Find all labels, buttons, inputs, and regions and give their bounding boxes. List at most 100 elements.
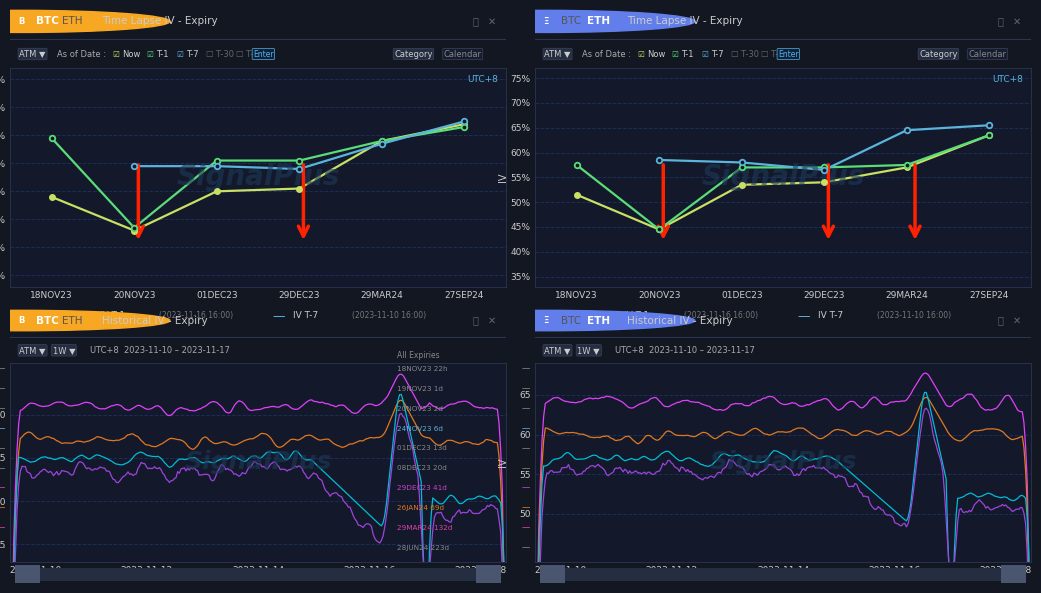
- Text: ETH: ETH: [62, 315, 83, 326]
- Text: Now: Now: [646, 49, 665, 59]
- Text: 29MAR24 132d: 29MAR24 132d: [397, 525, 452, 531]
- Text: 1W ▼: 1W ▼: [578, 346, 600, 355]
- Text: —: —: [16, 311, 28, 324]
- Text: Calendar: Calendar: [443, 49, 482, 59]
- Text: —: —: [522, 543, 531, 552]
- Text: UTC+8: UTC+8: [992, 75, 1023, 84]
- Text: —: —: [0, 404, 5, 413]
- Text: IV T-1: IV T-1: [625, 311, 650, 320]
- Text: Time Lapse IV - Expiry: Time Lapse IV - Expiry: [627, 17, 742, 27]
- Text: ☑: ☑: [147, 49, 153, 59]
- Text: ☑: ☑: [637, 49, 643, 59]
- Text: T-7: T-7: [186, 49, 199, 59]
- Text: T-1: T-1: [156, 49, 169, 59]
- Text: (2023-11-16 16:00): (2023-11-16 16:00): [684, 311, 758, 320]
- Text: ☑: ☑: [671, 49, 679, 59]
- Text: IV: IV: [499, 173, 508, 182]
- Text: —: —: [522, 503, 531, 512]
- Text: —: —: [522, 464, 531, 473]
- Text: ✕: ✕: [487, 315, 496, 326]
- Text: 1W ▼: 1W ▼: [52, 346, 75, 355]
- Text: ATM ▼: ATM ▼: [20, 49, 46, 59]
- Text: 18NOV23 22h: 18NOV23 22h: [397, 366, 448, 372]
- Text: SignalPlus: SignalPlus: [176, 163, 339, 192]
- Text: Now: Now: [35, 311, 55, 320]
- Text: ☐ T-30: ☐ T-30: [731, 49, 759, 59]
- Text: Ξ: Ξ: [543, 17, 549, 26]
- Text: IV T-7: IV T-7: [817, 311, 843, 320]
- Bar: [16, 568, 501, 581]
- Bar: [1000, 565, 1025, 584]
- Text: —: —: [0, 543, 5, 552]
- Text: ✕: ✕: [487, 17, 496, 27]
- Text: —: —: [605, 311, 617, 324]
- Text: Ξ: Ξ: [543, 316, 549, 325]
- Text: ⤢: ⤢: [473, 17, 479, 27]
- Text: BTC: BTC: [561, 315, 581, 326]
- Text: ⤢: ⤢: [473, 315, 479, 326]
- Bar: [16, 565, 41, 584]
- Text: ⤢: ⤢: [997, 315, 1004, 326]
- Text: —: —: [522, 424, 531, 433]
- Text: —: —: [522, 523, 531, 533]
- Text: ATM ▼: ATM ▼: [544, 346, 570, 355]
- Text: BTC: BTC: [561, 17, 581, 27]
- Text: —: —: [0, 444, 5, 453]
- Text: —: —: [797, 311, 810, 324]
- Text: —: —: [522, 404, 531, 413]
- Text: —: —: [0, 424, 5, 433]
- Text: (2023-11-16 16:00): (2023-11-16 16:00): [159, 311, 233, 320]
- Text: —: —: [0, 464, 5, 473]
- Text: (2023-11-10 16:00): (2023-11-10 16:00): [878, 311, 951, 320]
- Text: —: —: [0, 384, 5, 393]
- Text: Calendar: Calendar: [969, 49, 1007, 59]
- Text: ☑: ☑: [176, 49, 183, 59]
- Text: SignalPlus: SignalPlus: [184, 450, 332, 474]
- Text: UTC+8  2023-11-10 – 2023-11-17: UTC+8 2023-11-10 – 2023-11-17: [614, 346, 755, 355]
- Text: ETH: ETH: [62, 17, 83, 27]
- Text: 28JUN24 223d: 28JUN24 223d: [397, 544, 449, 551]
- Text: 08DEC23 20d: 08DEC23 20d: [397, 466, 447, 471]
- Text: SignalPlus: SignalPlus: [702, 163, 865, 192]
- Text: (2023-11-10 16:00): (2023-11-10 16:00): [352, 311, 426, 320]
- Text: —: —: [80, 311, 93, 324]
- Text: —: —: [522, 384, 531, 393]
- Text: ☐ T-: ☐ T-: [761, 49, 778, 59]
- Text: ☐ T-: ☐ T-: [235, 49, 253, 59]
- Text: —: —: [522, 444, 531, 453]
- Text: Enter: Enter: [253, 49, 274, 59]
- Text: BTC: BTC: [36, 315, 59, 326]
- Text: UTC+8: UTC+8: [467, 75, 499, 84]
- Text: Historical IV - Expiry: Historical IV - Expiry: [627, 315, 733, 326]
- Text: All Expiries: All Expiries: [397, 350, 439, 359]
- Text: 24NOV23 6d: 24NOV23 6d: [397, 426, 442, 432]
- Text: Now: Now: [560, 311, 580, 320]
- Circle shape: [398, 310, 694, 331]
- Bar: [476, 565, 501, 584]
- Text: 29DEC23 41d: 29DEC23 41d: [397, 485, 447, 491]
- Text: 19NOV23 1d: 19NOV23 1d: [397, 386, 442, 392]
- Text: 01DEC23 13d: 01DEC23 13d: [397, 445, 447, 451]
- Text: —: —: [522, 484, 531, 493]
- Text: ☑: ☑: [112, 49, 119, 59]
- Circle shape: [0, 310, 170, 331]
- Text: ✕: ✕: [1013, 315, 1020, 326]
- Bar: [540, 568, 1025, 581]
- Text: ✕: ✕: [1013, 17, 1020, 27]
- Text: SignalPlus: SignalPlus: [709, 450, 857, 474]
- Text: As of Date :: As of Date :: [582, 49, 632, 59]
- Text: —: —: [540, 311, 553, 324]
- Text: —: —: [0, 365, 5, 374]
- Text: T-1: T-1: [682, 49, 694, 59]
- Text: UTC+8  2023-11-10 – 2023-11-17: UTC+8 2023-11-10 – 2023-11-17: [90, 346, 229, 355]
- Text: Enter: Enter: [778, 49, 798, 59]
- Text: ETH: ETH: [587, 315, 610, 326]
- Text: —: —: [0, 523, 5, 533]
- Text: Category: Category: [395, 49, 433, 59]
- Text: ☑: ☑: [702, 49, 708, 59]
- Text: Historical IV - Expiry: Historical IV - Expiry: [102, 315, 207, 326]
- Text: —: —: [273, 311, 285, 324]
- Text: ETH: ETH: [587, 17, 610, 27]
- Text: ⤢: ⤢: [997, 17, 1004, 27]
- Text: ATM ▼: ATM ▼: [544, 49, 570, 59]
